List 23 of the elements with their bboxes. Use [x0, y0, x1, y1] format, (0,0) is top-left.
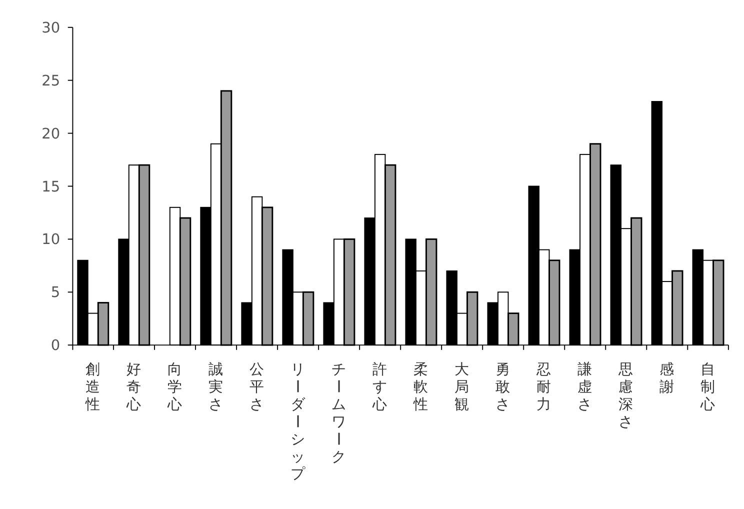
x-tick-label: 向学心 [166, 361, 183, 413]
y-tick-label: 10 [42, 232, 60, 248]
x-tick-label: 勇敢さ [496, 362, 511, 413]
y-tick-label: 20 [42, 126, 60, 142]
x-tick-label: 創造性 [84, 361, 101, 413]
x-tick-label: 感謝 [660, 361, 675, 396]
x-tick-label: 許す心 [372, 361, 388, 413]
y-tick-label: 5 [50, 285, 60, 302]
y-tick-label: 30 [42, 20, 60, 36]
x-tick-label: 謙虚さ [578, 361, 593, 413]
y-tick-label: 0 [50, 338, 60, 354]
x-tick-label: チームワーク [330, 362, 347, 466]
y-tick-label: 25 [42, 73, 60, 90]
x-tick-label: 自制心 [700, 361, 716, 413]
x-tick-label: 誠実さ [208, 361, 224, 413]
x-tick-label: 思慮深さ [618, 362, 634, 430]
x-tick-label: 大局観 [454, 361, 470, 413]
x-tick-label: 柔軟性 [412, 361, 429, 413]
x-tick-label: 忍耐力 [536, 362, 552, 413]
x-tick-label: 好奇心 [126, 362, 142, 413]
y-tick-label: 15 [42, 179, 60, 196]
x-tick-label: 公平さ [250, 361, 265, 413]
x-tick-label: リーダーシップ [288, 362, 307, 483]
